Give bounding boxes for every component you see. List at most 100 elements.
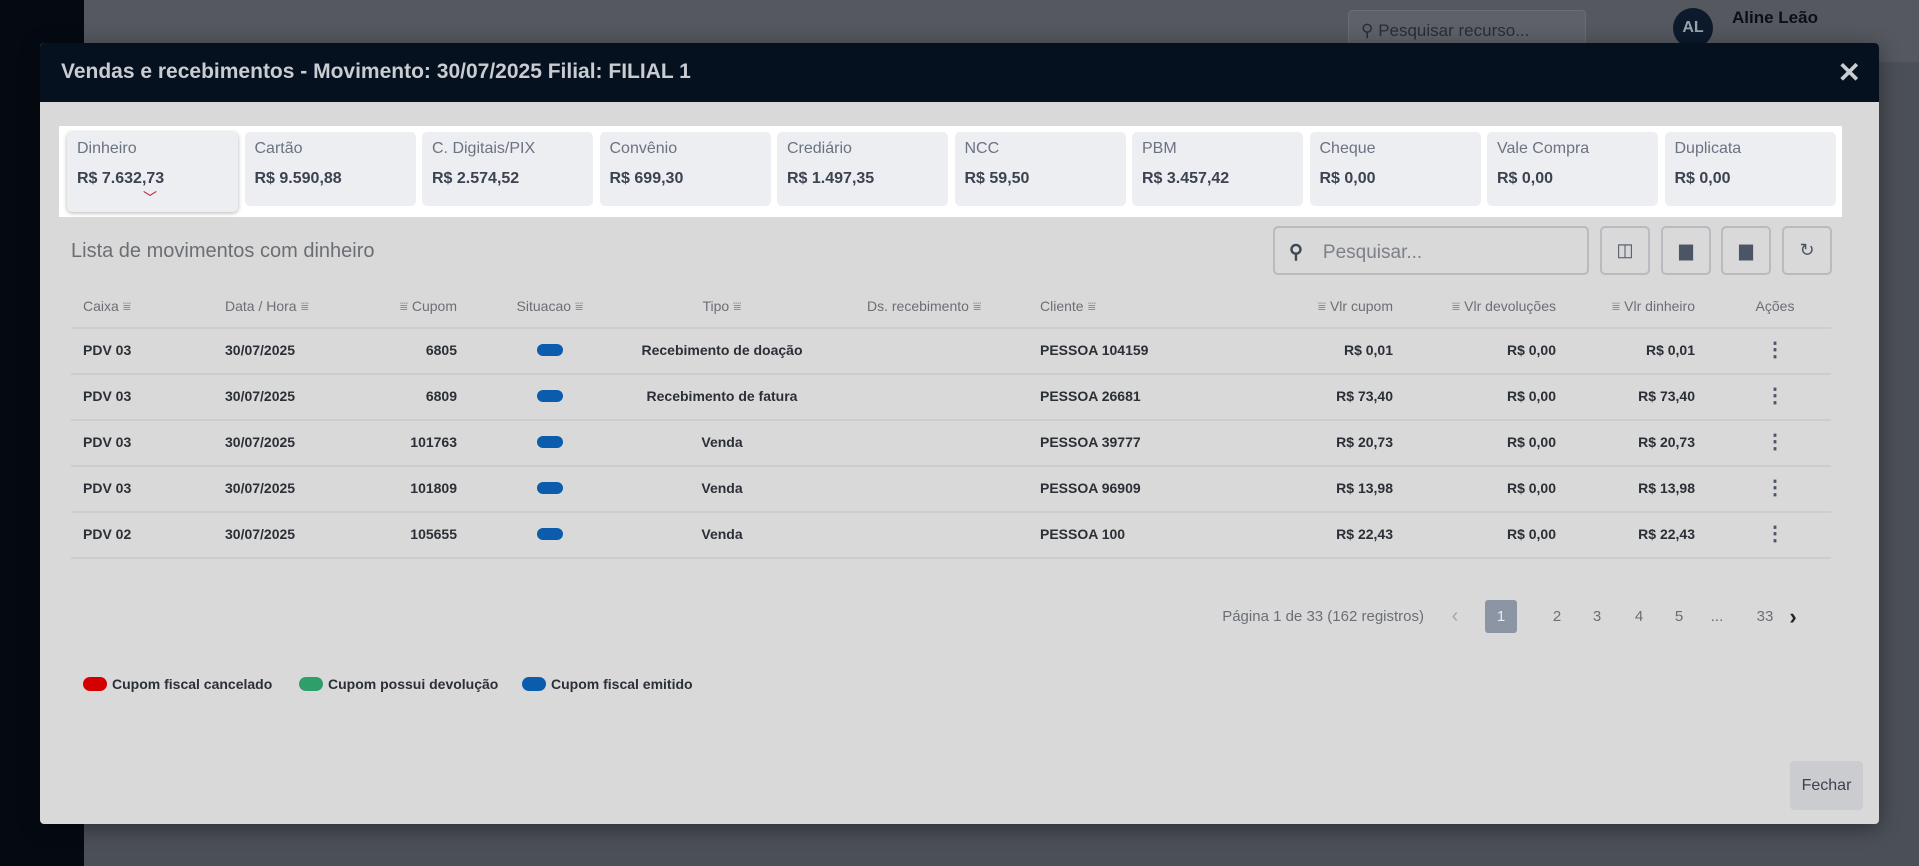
column-header[interactable]: Situacao ⩸ bbox=[517, 298, 584, 315]
export-pdf-button[interactable]: ▆ bbox=[1661, 226, 1711, 275]
column-label: Vlr dinheiro bbox=[1624, 298, 1695, 314]
list-title: Lista de movimentos com dinheiro bbox=[71, 240, 375, 262]
page-button[interactable]: 33 bbox=[1756, 608, 1774, 625]
more-actions-icon[interactable]: ⋮ bbox=[1765, 385, 1785, 407]
cell-cupom: 6805 bbox=[425, 342, 457, 358]
card-value: R$ 2.574,52 bbox=[432, 170, 520, 187]
card-label: Cheque bbox=[1319, 140, 1376, 157]
card-value: R$ 0,00 bbox=[1497, 170, 1554, 187]
column-header[interactable]: Caixa ⩸ bbox=[83, 298, 131, 315]
card-label: Duplicata bbox=[1674, 140, 1742, 157]
cell-data: 30/07/2025 bbox=[225, 388, 296, 404]
status-badge bbox=[537, 390, 563, 402]
cell-cupom: 101809 bbox=[410, 480, 457, 496]
column-header[interactable]: ⩸ Cupom bbox=[399, 298, 457, 315]
filter-icon[interactable]: ⩸ bbox=[1083, 298, 1096, 314]
avatar[interactable]: AL bbox=[1673, 8, 1713, 48]
page-button[interactable]: 5 bbox=[1674, 608, 1684, 625]
cell-cliente: PESSOA 104159 bbox=[1040, 342, 1149, 358]
column-label: Cupom bbox=[411, 298, 457, 314]
table-row[interactable] bbox=[71, 465, 1831, 511]
page-button[interactable]: 1 bbox=[1485, 600, 1517, 633]
column-header[interactable]: Ações bbox=[1756, 298, 1795, 314]
cell-vlr_din: R$ 13,98 bbox=[1638, 480, 1695, 496]
payment-card[interactable]: Duplicata R$ 0,00 bbox=[1664, 132, 1836, 206]
more-actions-icon[interactable]: ⋮ bbox=[1765, 523, 1785, 545]
more-actions-icon[interactable]: ⋮ bbox=[1765, 431, 1785, 453]
column-header[interactable]: Ds. recebimento ⩸ bbox=[867, 298, 981, 315]
column-header[interactable]: Cliente ⩸ bbox=[1040, 298, 1096, 315]
cell-caixa: PDV 03 bbox=[83, 342, 132, 358]
cell-vlr_cupom: R$ 20,73 bbox=[1336, 434, 1393, 450]
prev-page-icon[interactable]: ‹ bbox=[1451, 605, 1459, 627]
pdf-file-icon: ▆ bbox=[1679, 240, 1693, 260]
close-button[interactable]: Fechar bbox=[1790, 761, 1863, 810]
search-input[interactable]: ⚲ Pesquisar... bbox=[1273, 226, 1589, 275]
more-actions-icon[interactable]: ⋮ bbox=[1765, 477, 1785, 499]
columns-button[interactable]: ◫ bbox=[1600, 226, 1650, 275]
card-label: Crediário bbox=[787, 140, 852, 157]
payment-card[interactable]: Cheque R$ 0,00 bbox=[1309, 132, 1481, 206]
page-button[interactable]: 3 bbox=[1592, 608, 1602, 625]
page-button[interactable]: 4 bbox=[1634, 608, 1644, 625]
payment-card[interactable]: Vale Compra R$ 0,00 bbox=[1487, 132, 1658, 206]
payment-card[interactable]: NCC R$ 59,50 bbox=[954, 132, 1126, 206]
table-row[interactable] bbox=[71, 327, 1831, 373]
column-label: Data / Hora bbox=[225, 298, 297, 314]
refresh-icon: ↻ bbox=[1799, 240, 1815, 260]
card-value: R$ 7.632,73 bbox=[77, 170, 165, 187]
filter-icon[interactable]: ⩸ bbox=[729, 298, 742, 314]
cell-data: 30/07/2025 bbox=[225, 434, 296, 450]
filter-icon[interactable]: ⩸ bbox=[1451, 298, 1465, 314]
payment-card[interactable]: C. Digitais/PIX R$ 2.574,52 bbox=[422, 132, 593, 206]
filter-icon[interactable]: ⩸ bbox=[571, 298, 584, 314]
card-label: PBM bbox=[1142, 140, 1177, 157]
card-label: Cartão bbox=[254, 140, 303, 157]
filter-icon[interactable]: ⩸ bbox=[1317, 298, 1330, 314]
filter-icon[interactable]: ⩸ bbox=[118, 298, 132, 314]
column-header[interactable]: Tipo ⩸ bbox=[702, 298, 741, 315]
table-row[interactable] bbox=[71, 511, 1831, 557]
more-actions-icon[interactable]: ⋮ bbox=[1765, 339, 1785, 361]
payment-card[interactable]: Crediário R$ 1.497,35 bbox=[777, 132, 948, 206]
close-icon[interactable]: ✕ bbox=[1837, 57, 1861, 88]
cell-vlr_din: R$ 20,73 bbox=[1638, 434, 1695, 450]
table-row[interactable] bbox=[71, 373, 1831, 419]
legend-item: Cupom fiscal cancelado bbox=[83, 676, 272, 692]
cell-caixa: PDV 02 bbox=[83, 526, 132, 542]
card-value: R$ 59,50 bbox=[964, 170, 1030, 187]
filter-icon[interactable]: ⩸ bbox=[1611, 298, 1625, 314]
card-value: R$ 0,00 bbox=[1674, 170, 1731, 187]
legend-label: Cupom fiscal cancelado bbox=[112, 676, 273, 692]
payment-card[interactable]: Cartão R$ 9.590,88 bbox=[244, 132, 416, 206]
cell-cupom: 101763 bbox=[410, 434, 457, 450]
next-page-icon[interactable]: › bbox=[1789, 604, 1797, 629]
column-header[interactable]: ⩸ Vlr cupom bbox=[1318, 298, 1393, 315]
table-row[interactable] bbox=[71, 419, 1831, 465]
payment-card[interactable]: Dinheiro R$ 7.632,73 ﹀ bbox=[67, 132, 238, 212]
filter-icon[interactable]: ⩸ bbox=[296, 298, 309, 314]
cell-vlr_din: R$ 22,43 bbox=[1638, 526, 1695, 542]
legend-label: Cupom fiscal emitido bbox=[551, 676, 693, 692]
card-label: C. Digitais/PIX bbox=[432, 140, 536, 157]
card-value: R$ 3.457,42 bbox=[1142, 170, 1230, 187]
refresh-button[interactable]: ↻ bbox=[1782, 226, 1832, 275]
column-header[interactable]: Data / Hora ⩸ bbox=[225, 298, 309, 315]
column-header[interactable]: ⩸ Vlr devoluções bbox=[1452, 298, 1556, 315]
column-label: Ações bbox=[1755, 298, 1795, 314]
columns-icon: ◫ bbox=[1616, 240, 1634, 260]
page-button[interactable]: 2 bbox=[1552, 608, 1562, 625]
filter-icon[interactable]: ⩸ bbox=[968, 298, 982, 314]
cell-vlr_cupom: R$ 13,98 bbox=[1336, 480, 1393, 496]
modal-title: Vendas e recebimentos - Movimento: 30/07… bbox=[61, 60, 691, 83]
export-excel-button[interactable]: ▆ bbox=[1721, 226, 1771, 275]
card-label: Dinheiro bbox=[77, 140, 137, 157]
filter-icon[interactable]: ⩸ bbox=[399, 298, 412, 314]
cell-cliente: PESSOA 100 bbox=[1040, 526, 1126, 542]
payment-card[interactable]: Convênio R$ 699,30 bbox=[599, 132, 771, 206]
payment-card[interactable]: PBM R$ 3.457,42 bbox=[1132, 132, 1303, 206]
cell-vlr_cupom: R$ 73,40 bbox=[1336, 388, 1393, 404]
column-header[interactable]: ⩸ Vlr dinheiro bbox=[1612, 298, 1695, 315]
cell-vlr_dev: R$ 0,00 bbox=[1506, 526, 1556, 542]
cell-caixa: PDV 03 bbox=[83, 480, 132, 496]
